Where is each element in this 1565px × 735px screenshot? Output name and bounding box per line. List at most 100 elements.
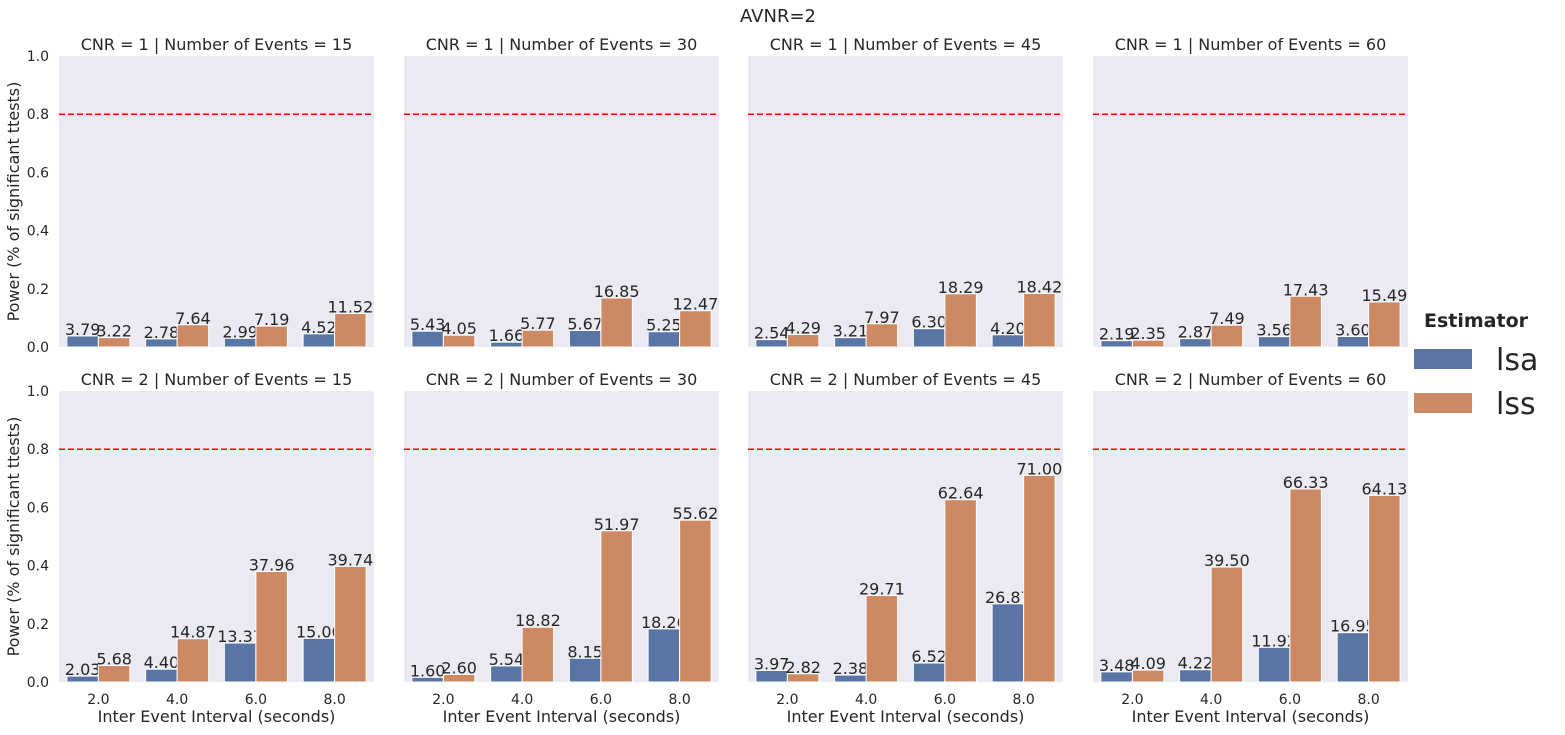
bar-value-label: 12.47 bbox=[672, 295, 718, 314]
bar-lsa bbox=[1257, 646, 1291, 683]
facet-panel: CNR = 1 | Number of Events = 45 2.54 3.21 6… bbox=[748, 35, 1063, 348]
y-tick-label: 0.8 bbox=[27, 107, 49, 123]
bar-value-label: 5.43 bbox=[410, 315, 446, 334]
figure-suptitle: AVNR=2 bbox=[740, 6, 816, 27]
x-tick-label: 4.0 bbox=[511, 692, 533, 708]
bar-lss bbox=[1368, 301, 1401, 348]
bar-lss bbox=[865, 323, 899, 348]
bar-value-label: 2.19 bbox=[1099, 325, 1135, 344]
panel-title: CNR = 1 | Number of Events = 30 bbox=[426, 35, 698, 54]
bar-value-label: 39.74 bbox=[327, 550, 373, 569]
facet-panel: CNR = 2 | Number of Events = 15 0.0 0.2 0.4… bbox=[4, 370, 374, 726]
x-tick-label: 6.0 bbox=[590, 692, 612, 708]
bar-lss bbox=[521, 626, 555, 683]
bar-value-label: 7.49 bbox=[1209, 309, 1245, 328]
bar-value-label: 62.64 bbox=[938, 484, 984, 503]
x-tick-label: 4.0 bbox=[855, 692, 877, 708]
facet-panel: CNR = 2 | Number of Events = 60 3.48 4.22 1… bbox=[1093, 370, 1408, 726]
panel-background bbox=[59, 391, 374, 682]
bar-value-label: 13.37 bbox=[217, 627, 263, 646]
y-axis-label: Power (% of significant ttests) bbox=[4, 82, 23, 322]
bar-value-label: 5.25 bbox=[646, 316, 682, 335]
bar-value-label: 55.62 bbox=[672, 504, 718, 523]
panel-title: CNR = 1 | Number of Events = 15 bbox=[81, 35, 353, 54]
legend-label-lss: lss bbox=[1496, 387, 1536, 422]
bar-lss bbox=[255, 571, 288, 683]
bar-value-label: 26.87 bbox=[985, 588, 1031, 607]
bar-lss bbox=[442, 673, 476, 683]
bar-value-label: 5.68 bbox=[96, 649, 132, 668]
panel-background bbox=[1093, 56, 1408, 347]
bar-lss bbox=[176, 324, 210, 348]
bar-value-label: 16.95 bbox=[1330, 617, 1376, 636]
bar-value-label: 66.33 bbox=[1283, 473, 1329, 492]
x-tick-label: 8.0 bbox=[323, 692, 345, 708]
bar-value-label: 4.29 bbox=[785, 319, 821, 338]
bar-lss bbox=[1210, 324, 1244, 348]
y-tick-label: 0.8 bbox=[27, 442, 49, 458]
panel-title: CNR = 2 | Number of Events = 45 bbox=[770, 370, 1042, 389]
x-tick-label: 6.0 bbox=[1279, 692, 1301, 708]
bar-value-label: 5.54 bbox=[489, 650, 525, 669]
bar-value-label: 3.60 bbox=[1335, 321, 1371, 340]
legend-label-lsa: lsa bbox=[1496, 343, 1538, 378]
bar-value-label: 18.42 bbox=[1016, 277, 1062, 296]
bar-lss bbox=[679, 310, 712, 348]
bar-value-label: 6.52 bbox=[911, 647, 947, 666]
legend-swatch-lss bbox=[1414, 393, 1472, 413]
bar-value-label: 17.43 bbox=[1283, 280, 1329, 299]
bar-lss bbox=[1368, 494, 1401, 683]
bar-lss bbox=[334, 565, 367, 683]
bar-lss bbox=[1131, 669, 1165, 683]
y-tick-label: 0.0 bbox=[27, 340, 49, 356]
bar-value-label: 4.52 bbox=[301, 318, 337, 337]
x-tick-label: 2.0 bbox=[87, 692, 109, 708]
y-tick-label: 0.4 bbox=[27, 224, 49, 240]
bar-lss bbox=[1210, 566, 1244, 683]
x-tick-label: 4.0 bbox=[1200, 692, 1222, 708]
bar-lss bbox=[1289, 295, 1322, 348]
panel-title: CNR = 1 | Number of Events = 45 bbox=[770, 35, 1042, 54]
y-tick-label: 1.0 bbox=[27, 384, 49, 400]
facet-panel: CNR = 1 | Number of Events = 30 5.43 1.66 5… bbox=[404, 35, 719, 348]
bar-value-label: 1.66 bbox=[489, 326, 525, 345]
bar-value-label: 11.92 bbox=[1251, 631, 1297, 650]
bar-value-label: 11.52 bbox=[327, 297, 373, 316]
bar-value-label: 3.22 bbox=[96, 322, 132, 341]
x-axis-label: Inter Event Interval (seconds) bbox=[443, 707, 681, 726]
x-tick-label: 6.0 bbox=[934, 692, 956, 708]
bar-value-label: 2.54 bbox=[754, 324, 790, 343]
y-tick-label: 0.6 bbox=[27, 500, 49, 516]
bar-lsa bbox=[647, 628, 681, 683]
facet-panel: CNR = 1 | Number of Events = 60 2.19 2.87 3… bbox=[1093, 35, 1408, 348]
x-tick-label: 2.0 bbox=[776, 692, 798, 708]
facet-panel: CNR = 2 | Number of Events = 30 1.60 5.54 8… bbox=[404, 370, 719, 726]
bar-lss bbox=[786, 673, 820, 683]
y-tick-label: 0.4 bbox=[27, 559, 49, 575]
bar-value-label: 18.82 bbox=[515, 611, 561, 630]
bar-value-label: 3.97 bbox=[754, 654, 790, 673]
panel-title: CNR = 2 | Number of Events = 15 bbox=[81, 370, 353, 389]
bar-lsa bbox=[223, 642, 257, 683]
bar-lss bbox=[176, 638, 210, 683]
bar-value-label: 5.67 bbox=[567, 315, 603, 334]
bar-value-label: 2.78 bbox=[144, 323, 180, 342]
bar-lss bbox=[1023, 292, 1056, 348]
x-tick-label: 6.0 bbox=[245, 692, 267, 708]
x-tick-label: 4.0 bbox=[166, 692, 188, 708]
bar-value-label: 15.49 bbox=[1361, 286, 1407, 305]
panel-title: CNR = 1 | Number of Events = 60 bbox=[1115, 35, 1387, 54]
bar-lss bbox=[442, 334, 476, 348]
bar-value-label: 2.60 bbox=[441, 658, 477, 677]
x-tick-label: 2.0 bbox=[432, 692, 454, 708]
bar-value-label: 4.09 bbox=[1130, 654, 1166, 673]
bar-lsa bbox=[1336, 632, 1370, 683]
bar-value-label: 2.82 bbox=[785, 658, 821, 677]
y-tick-label: 0.6 bbox=[27, 165, 49, 181]
y-axis-label: Power (% of significant ttests) bbox=[4, 417, 23, 657]
y-tick-label: 0.2 bbox=[27, 282, 49, 298]
bar-lss bbox=[97, 337, 131, 348]
bar-lss bbox=[1289, 488, 1322, 683]
